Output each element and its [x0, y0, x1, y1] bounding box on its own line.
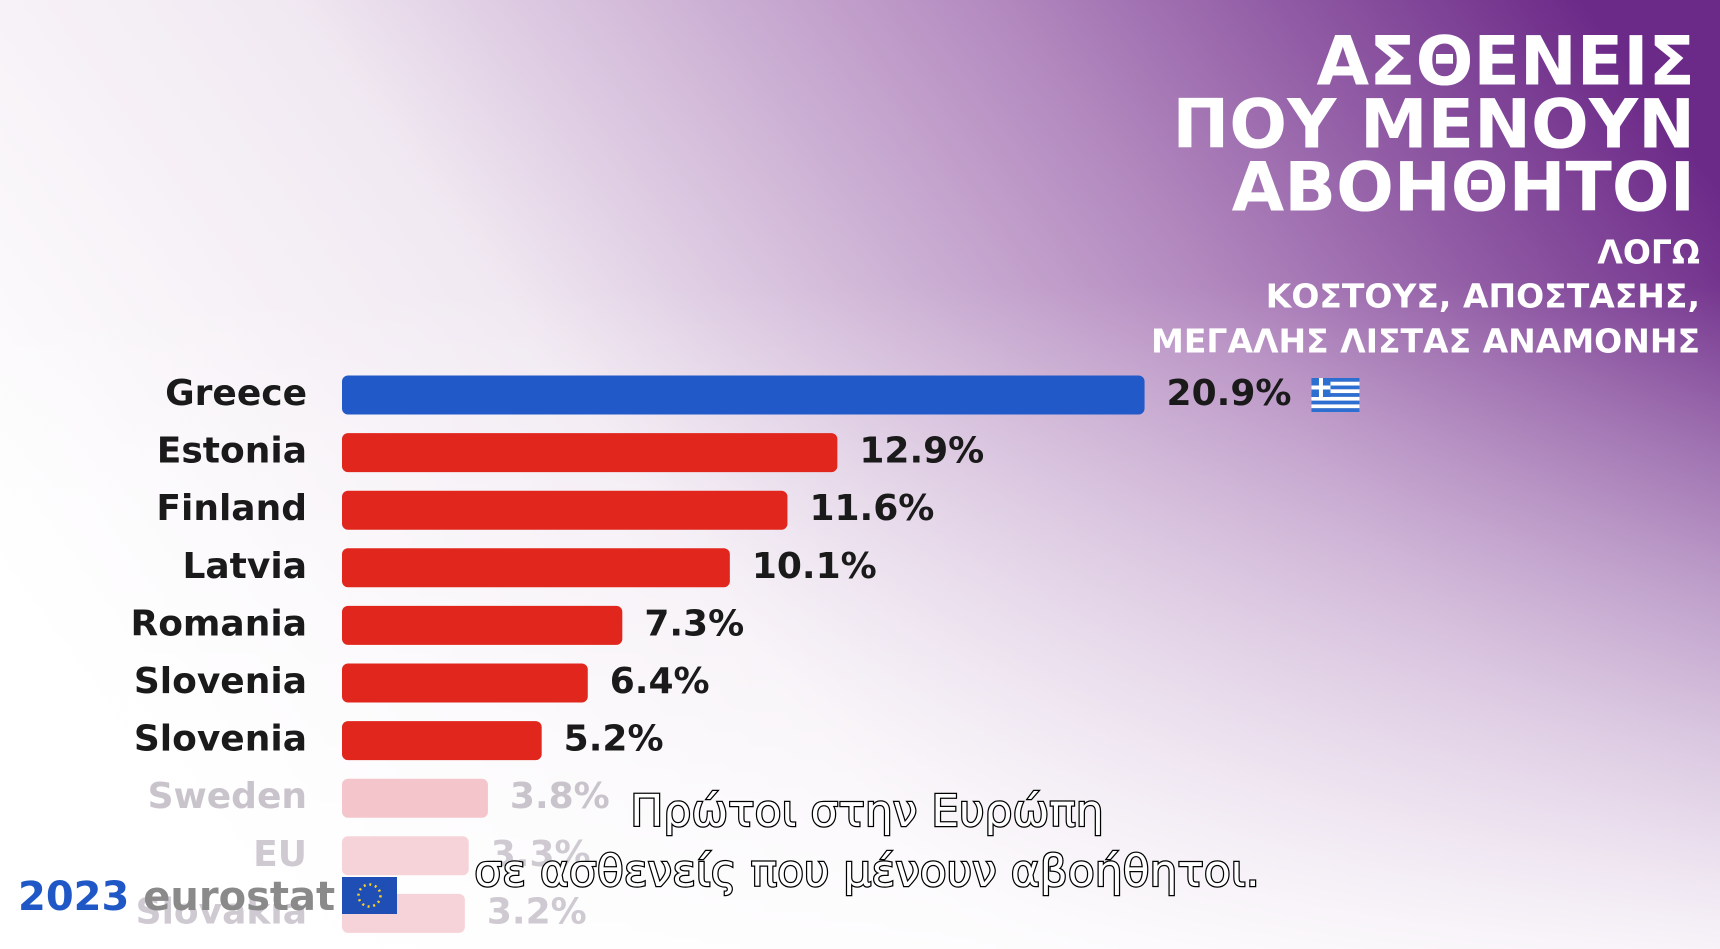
category-label: Slovenia: [134, 661, 307, 702]
flag-cross: [1311, 385, 1331, 390]
bars: Greece 20.9% Estonia 12.9% Finland 11.6% Latvi…: [130, 373, 1360, 933]
value-label: 7.3%: [644, 603, 744, 644]
value-label: 3.8%: [510, 776, 610, 817]
bar: [342, 778, 488, 818]
bar: [342, 433, 838, 473]
flag-stripe: [1311, 408, 1360, 412]
value-label: 3.3%: [491, 834, 591, 875]
category-label: Slovakia: [136, 891, 307, 932]
logo-brand: eurostat: [143, 874, 335, 920]
value-label: 20.9%: [1167, 373, 1292, 414]
flag-stripe: [1311, 404, 1360, 409]
logo: 2023 eurostat: [18, 874, 397, 920]
bar: [342, 375, 1145, 415]
logo-year: 2023 eurostat: [18, 874, 335, 920]
flag-stripe: [1311, 389, 1360, 394]
category-label: Latvia: [182, 546, 307, 587]
greek-flag: [1311, 378, 1360, 412]
chart-title: ΠΟΥ ΜΕΝΟΥΝ: [1172, 86, 1695, 165]
value-label: 10.1%: [752, 546, 877, 587]
bar: [342, 548, 730, 588]
flag-stripe: [1311, 385, 1360, 390]
value-label: 12.9%: [859, 431, 984, 472]
logo-year: 2023: [18, 874, 129, 920]
chart-subtitle: ΛΟΓΩ: [1597, 233, 1700, 272]
chart-title: ΑΣΘΕΝΕΙΣ: [1317, 23, 1695, 102]
bar: [342, 490, 788, 530]
flag-stripe: [1311, 381, 1360, 386]
value-label: 3.2%: [487, 891, 587, 932]
chart-title: ΑΒΟΗΘΗΤΟΙ: [1232, 149, 1695, 228]
flag-stripe: [1311, 400, 1360, 405]
category-label: Sweden: [148, 776, 307, 817]
category-label: Estonia: [157, 431, 307, 472]
bar: [342, 605, 623, 645]
category-label: Romania: [130, 603, 307, 644]
eu-flag: [342, 877, 397, 914]
caption: Πρώτοι στην Ευρώπη: [630, 786, 1103, 837]
category-label: Slovenia: [134, 719, 307, 760]
category-label: Greece: [165, 373, 307, 414]
value-label: 5.2%: [564, 719, 664, 760]
flag-stripe: [1311, 396, 1360, 401]
flag-stripe: [1311, 393, 1360, 397]
category-label: EU: [253, 834, 307, 875]
value-label: 6.4%: [610, 661, 710, 702]
caption: σε ασθενείς που μένουν αβοήθητοι.: [474, 846, 1259, 897]
bar: [342, 721, 542, 761]
chart-subtitle: ΚΟΣΤΟΥΣ, ΑΠΟΣΤΑΣΗΣ,: [1266, 277, 1700, 316]
bar: [342, 663, 588, 703]
value-label: 11.6%: [809, 488, 934, 529]
chart-subtitle: ΜΕΓΑΛΗΣ ΛΙΣΤΑΣ ΑΝΑΜΟΝΗΣ: [1151, 322, 1700, 361]
eu-stars: [357, 883, 382, 908]
category-label: Finland: [156, 488, 307, 529]
bar: [342, 836, 469, 876]
flag-stripe: [1311, 378, 1360, 382]
